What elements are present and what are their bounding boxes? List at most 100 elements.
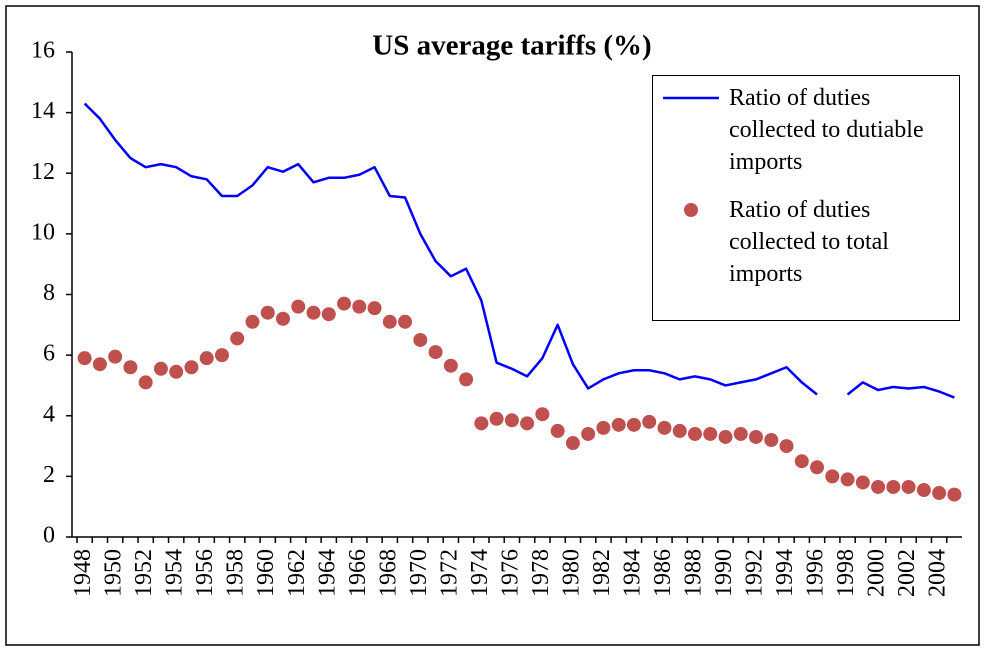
x-tick-label: 1984: [619, 549, 645, 597]
legend-entry: Ratio of duties collected to total impor…: [684, 194, 954, 290]
legend-label: Ratio of duties collected to dutiable im…: [729, 85, 924, 175]
series-marker: [794, 454, 809, 469]
series-marker: [459, 372, 474, 387]
series-marker: [199, 351, 214, 366]
series-marker: [214, 348, 229, 363]
x-tick-label: 1962: [284, 549, 310, 597]
series-marker: [642, 414, 657, 429]
x-tick-label: 2004: [925, 549, 951, 597]
series-marker: [855, 475, 870, 490]
x-tick-label: 1972: [436, 549, 462, 597]
series-marker: [352, 299, 367, 314]
series-marker: [672, 423, 687, 438]
x-tick-label: 1958: [223, 549, 249, 597]
x-tick-label: 1964: [314, 549, 340, 597]
x-tick-label: 1954: [162, 549, 188, 597]
legend: Ratio of duties collected to dutiable im…: [652, 75, 960, 321]
x-tick-label: 1952: [131, 549, 157, 597]
series-marker: [871, 479, 886, 494]
series-marker: [382, 314, 397, 329]
x-tick-label: 1966: [345, 549, 371, 597]
series-marker: [153, 361, 168, 376]
y-tick-label: 10: [31, 219, 55, 245]
legend-key: [684, 203, 698, 217]
series-marker: [687, 426, 702, 441]
x-tick-label: 1988: [680, 549, 706, 597]
x-tick-label: 2002: [894, 549, 920, 597]
x-tick-label: 1996: [803, 549, 829, 597]
x-tick-label: 1992: [742, 549, 768, 597]
y-tick-label: 12: [31, 159, 55, 185]
x-tick-label: 1974: [467, 549, 493, 597]
x-tick-label: 1998: [833, 549, 859, 597]
series-marker: [321, 307, 336, 322]
chart-border: [5, 5, 980, 646]
series-marker: [840, 472, 855, 487]
series-marker: [749, 429, 764, 444]
y-tick-label: 8: [43, 280, 55, 306]
series-marker: [184, 360, 199, 375]
series-marker: [230, 331, 245, 346]
x-tick-label: 1982: [589, 549, 615, 597]
series-marker: [428, 345, 443, 360]
series-marker: [703, 426, 718, 441]
series-marker: [169, 364, 184, 379]
series-marker: [764, 433, 779, 447]
series-marker: [779, 439, 794, 454]
y-tick-label: 16: [31, 38, 55, 64]
legend-entry: Ratio of duties collected to dutiable im…: [663, 82, 954, 178]
series-marker: [367, 301, 382, 316]
series-marker: [108, 349, 123, 364]
y-tick-label: 2: [43, 462, 55, 488]
y-tick-label: 6: [43, 341, 55, 367]
series-marker: [504, 413, 519, 428]
y-tick-label: 14: [31, 98, 55, 124]
series-line: [83, 102, 955, 399]
x-tick-label: 1968: [375, 549, 401, 597]
series-marker: [92, 357, 107, 372]
x-tick-label: 1960: [253, 549, 279, 597]
series-marker: [489, 411, 504, 426]
x-tick-label: 1990: [711, 549, 737, 597]
series-marker: [474, 416, 489, 431]
series-marker: [626, 417, 641, 432]
series-marker: [520, 416, 535, 431]
series-marker: [581, 426, 596, 441]
series-marker: [718, 429, 733, 444]
legend-label: Ratio of duties collected to total impor…: [729, 197, 889, 287]
chart-title: US average tariffs (%): [372, 30, 651, 62]
x-tick-label: 1950: [101, 549, 127, 597]
series-marker: [886, 479, 901, 494]
series-marker: [611, 417, 626, 432]
x-tick-label: 1970: [406, 549, 432, 597]
series-marker: [413, 332, 428, 347]
x-tick-label: 1980: [558, 549, 584, 597]
series-marker: [77, 351, 92, 366]
x-tick-label: 2000: [864, 549, 890, 597]
series-marker: [932, 486, 947, 501]
legend-key: [663, 96, 719, 100]
series-marker: [596, 420, 611, 435]
series-marker: [825, 469, 840, 484]
series-marker: [535, 407, 550, 422]
series-marker: [733, 426, 748, 441]
series-marker: [337, 296, 352, 311]
series-marker: [550, 423, 565, 438]
x-tick-label: 1956: [192, 549, 218, 597]
x-tick-label: 1978: [528, 549, 554, 597]
series-marker: [123, 360, 138, 375]
series-marker: [275, 311, 290, 326]
x-tick-label: 1948: [70, 549, 96, 597]
series-marker: [306, 305, 321, 320]
series-marker: [291, 299, 306, 314]
y-tick-label: 0: [43, 523, 55, 549]
x-tick-label: 1994: [772, 549, 798, 597]
series-marker: [398, 314, 413, 329]
series-marker: [901, 479, 916, 494]
series-marker: [947, 487, 962, 502]
series-marker: [657, 420, 672, 435]
series-marker: [245, 314, 260, 329]
series-marker: [443, 358, 458, 373]
